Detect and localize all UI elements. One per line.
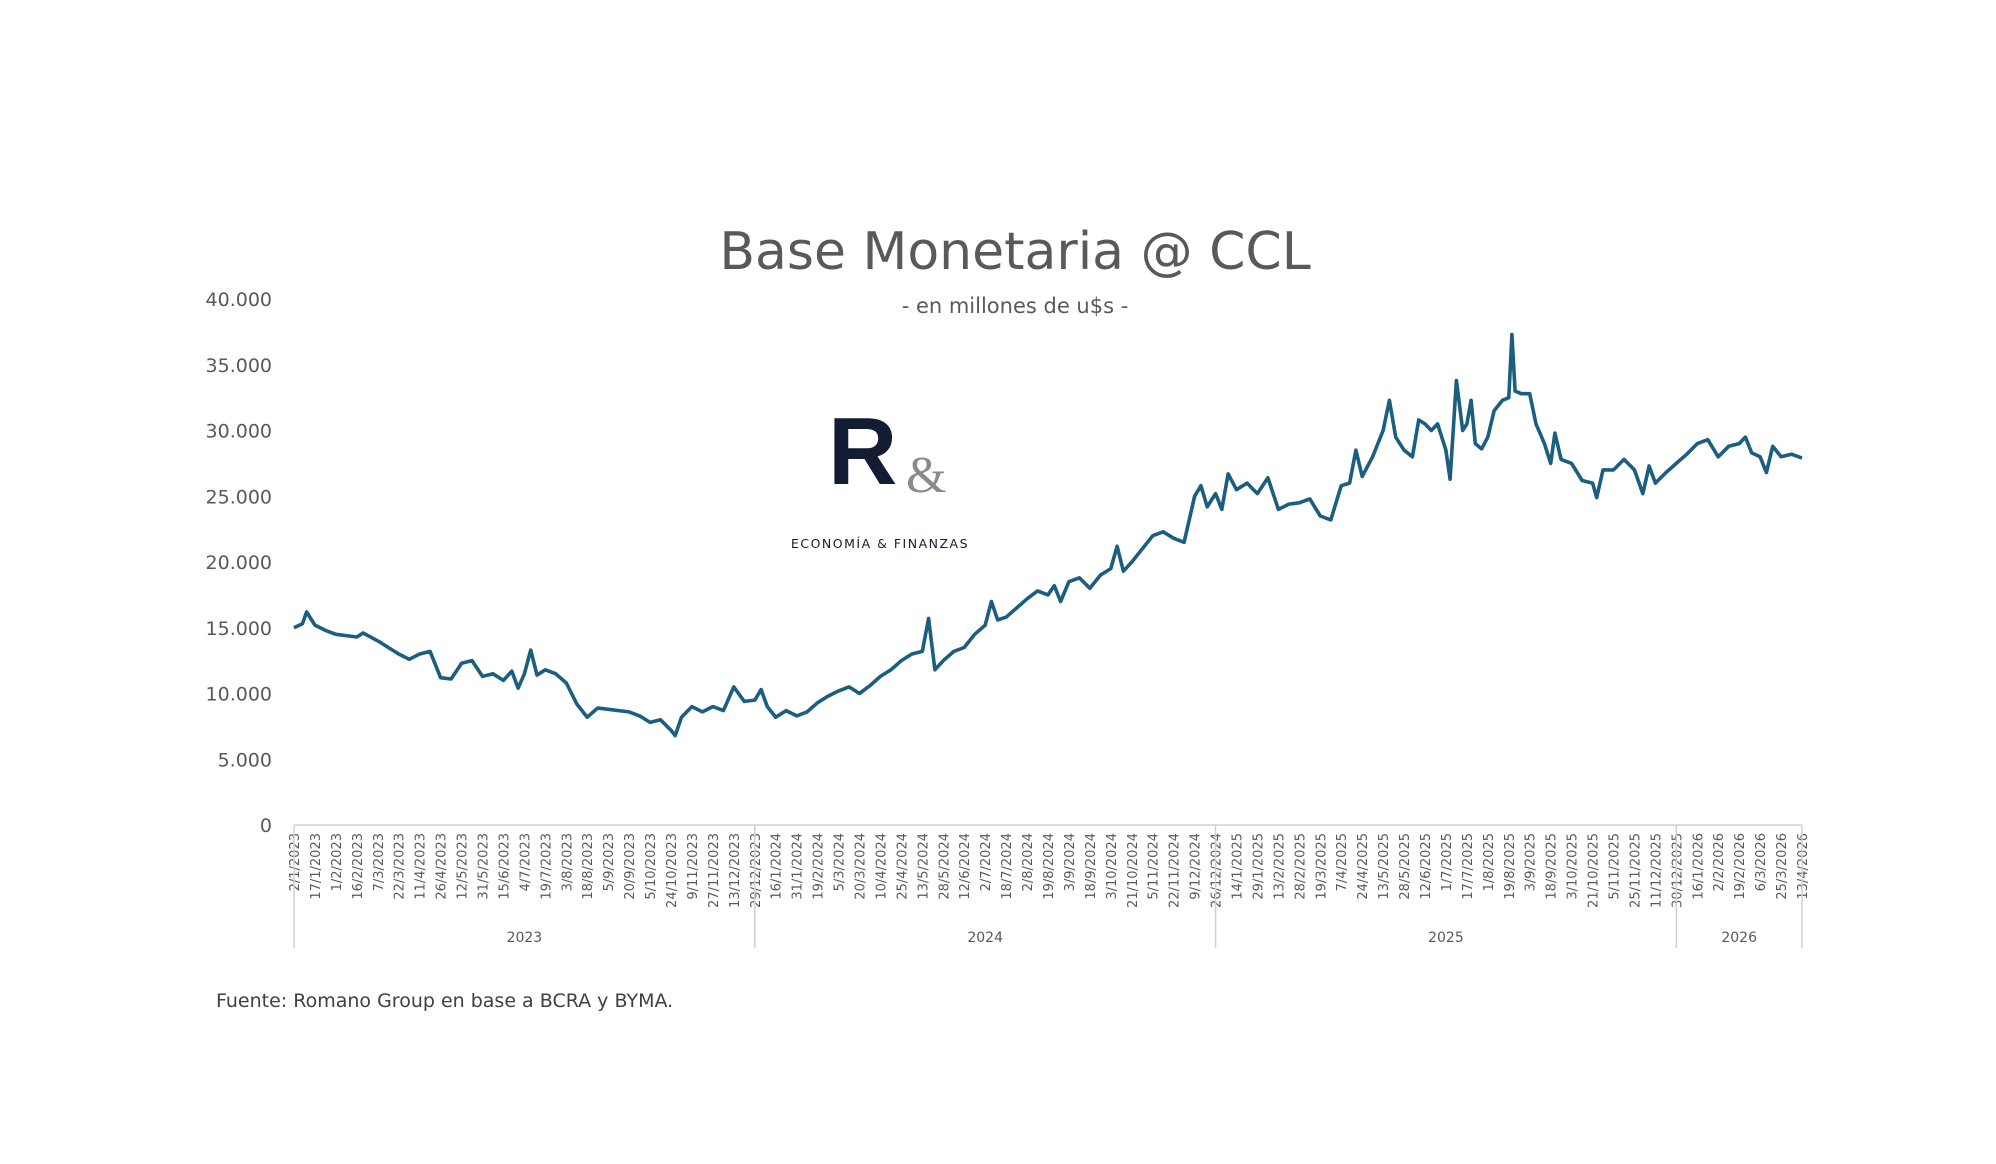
x-tick-label: 3/10/2025 <box>1566 833 1581 900</box>
logo-r-mark: R <box>828 398 897 505</box>
x-tick-label: 18/9/2025 <box>1545 833 1560 900</box>
x-tick-label: 22/11/2024 <box>1168 833 1183 908</box>
x-tick-label: 19/8/2024 <box>1042 833 1057 900</box>
logo-ampersand-mark: & <box>906 447 946 504</box>
x-tick-label: 12/5/2023 <box>456 833 471 900</box>
x-tick-label: 24/10/2023 <box>665 833 680 908</box>
x-tick-label: 5/11/2024 <box>1147 833 1162 900</box>
x-tick-label: 1/8/2025 <box>1482 833 1497 891</box>
x-tick-label: 13/12/2023 <box>728 833 743 908</box>
brand-logo: R & ECONOMÍA & FINANZAS <box>791 398 969 551</box>
x-tick-label: 19/2/2026 <box>1733 833 1748 900</box>
x-tick-label: 3/9/2024 <box>1063 833 1078 891</box>
x-tick-label: 24/4/2025 <box>1356 833 1371 900</box>
x-tick-label: 29/1/2025 <box>1251 833 1266 900</box>
x-tick-label: 17/7/2025 <box>1461 833 1476 900</box>
y-tick-label: 10.000 <box>206 684 272 706</box>
x-tick-label: 7/4/2025 <box>1335 833 1350 891</box>
x-tick-label: 25/4/2024 <box>895 833 910 900</box>
x-tick-label: 19/3/2025 <box>1314 833 1329 900</box>
x-tick-label: 11/4/2023 <box>414 833 429 900</box>
x-tick-label: 31/1/2024 <box>791 833 806 900</box>
x-tick-label: 13/5/2024 <box>916 833 931 900</box>
x-tick-label: 5/10/2023 <box>644 833 659 900</box>
year-label: 2026 <box>1721 930 1757 946</box>
x-tick-label: 5/9/2023 <box>602 833 617 891</box>
x-tick-label: 17/1/2023 <box>309 833 324 900</box>
x-tick-label: 22/3/2023 <box>393 833 408 900</box>
y-tick-label: 0 <box>260 815 272 837</box>
x-tick-label: 20/9/2023 <box>623 833 638 900</box>
x-tick-label: 4/7/2023 <box>518 833 533 891</box>
x-tick-label: 21/10/2024 <box>1126 833 1141 908</box>
x-tick-label: 2/2/2026 <box>1712 833 1727 891</box>
x-tick-label: 6/3/2026 <box>1754 833 1769 891</box>
x-tick-label: 25/11/2025 <box>1628 833 1643 908</box>
x-tick-label: 3/9/2025 <box>1524 833 1539 891</box>
x-tick-label: 18/7/2024 <box>1000 833 1015 900</box>
x-tick-label: 10/4/2024 <box>874 833 889 900</box>
y-tick-label: 40.000 <box>206 289 272 311</box>
x-tick-label: 26/12/2024 <box>1210 833 1225 908</box>
chart-title: Base Monetaria @ CCL <box>719 222 1311 282</box>
x-tick-label: 15/6/2023 <box>497 833 512 900</box>
x-tick-label: 25/3/2026 <box>1775 833 1790 900</box>
x-tick-label: 28/2/2025 <box>1293 833 1308 900</box>
x-tick-label: 16/1/2024 <box>770 833 785 900</box>
x-tick-label: 21/10/2025 <box>1587 833 1602 908</box>
x-tick-label: 26/4/2023 <box>435 833 450 900</box>
x-tick-label: 31/5/2023 <box>477 833 492 900</box>
x-tick-label: 18/9/2024 <box>1084 833 1099 900</box>
x-tick-label: 2/7/2024 <box>979 833 994 891</box>
x-tick-label: 5/3/2024 <box>833 833 848 891</box>
x-tick-label: 14/1/2025 <box>1231 833 1246 900</box>
x-tick-label: 18/8/2023 <box>581 833 596 900</box>
x-tick-label: 1/2/2023 <box>330 833 345 891</box>
y-tick-label: 5.000 <box>218 749 272 771</box>
x-tick-label: 2/1/2023 <box>288 833 303 891</box>
year-label: 2024 <box>967 930 1003 946</box>
y-tick-label: 15.000 <box>206 618 272 640</box>
y-tick-label: 35.000 <box>206 355 272 377</box>
x-tick-label: 19/8/2025 <box>1503 833 1518 900</box>
x-tick-label: 29/12/2023 <box>749 833 764 908</box>
source-note: Fuente: Romano Group en base a BCRA y BY… <box>216 990 674 1012</box>
x-tick-label: 1/7/2025 <box>1440 833 1455 891</box>
series-line <box>293 332 1803 738</box>
x-tick-label: 5/11/2025 <box>1608 833 1623 900</box>
year-label: 2023 <box>507 930 543 946</box>
x-tick-label: 11/12/2025 <box>1649 833 1664 908</box>
x-tick-label: 9/11/2023 <box>686 833 701 900</box>
x-tick-label: 28/5/2024 <box>937 833 952 900</box>
x-tick-label: 19/2/2024 <box>812 833 827 900</box>
y-tick-label: 20.000 <box>206 552 272 574</box>
x-tick-label: 9/12/2024 <box>1189 833 1204 900</box>
x-tick-label: 3/8/2023 <box>560 833 575 891</box>
x-tick-label: 16/1/2026 <box>1691 833 1706 900</box>
x-tick-label: 12/6/2025 <box>1419 833 1434 900</box>
x-tick-label: 13/5/2025 <box>1377 833 1392 900</box>
logo-text: ECONOMÍA & FINANZAS <box>791 536 969 551</box>
year-label: 2025 <box>1428 930 1464 946</box>
x-tick-label: 27/11/2023 <box>707 833 722 908</box>
x-tick-label: 30/12/2025 <box>1670 833 1685 908</box>
x-tick-label: 3/10/2024 <box>1105 833 1120 900</box>
x-tick-label: 28/5/2025 <box>1398 833 1413 900</box>
x-tick-label: 16/2/2023 <box>351 833 366 900</box>
y-tick-label: 25.000 <box>206 486 272 508</box>
x-tick-label: 20/3/2024 <box>854 833 869 900</box>
x-tick-label: 2/8/2024 <box>1021 833 1036 891</box>
chart-subtitle: - en millones de u$s - <box>901 294 1129 318</box>
x-tick-label: 7/3/2023 <box>372 833 387 891</box>
x-tick-label: 13/4/2026 <box>1796 833 1811 900</box>
x-tick-label: 12/6/2024 <box>958 833 973 900</box>
x-tick-label: 19/7/2023 <box>539 833 554 900</box>
x-tick-label: 13/2/2025 <box>1272 833 1287 900</box>
y-tick-label: 30.000 <box>206 421 272 443</box>
